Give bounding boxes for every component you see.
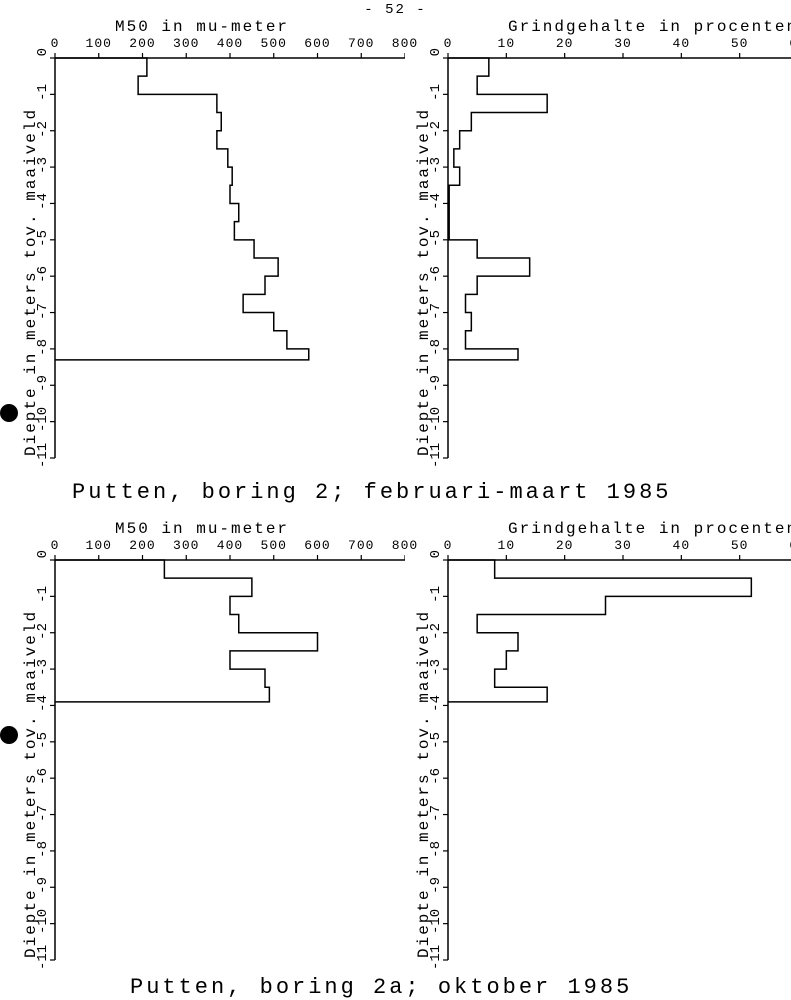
y-tick-label: -7 — [35, 805, 51, 825]
y-tick-label: -8 — [35, 841, 51, 861]
chart-svg — [403, 18, 791, 463]
x-tick-label: 20 — [556, 538, 574, 553]
x-tick-label: 600 — [304, 538, 330, 553]
x-tick-label: 100 — [86, 538, 112, 553]
y-tick-label: -3 — [35, 157, 51, 177]
chart-svg — [403, 520, 791, 965]
y-tick-label: -10 — [35, 914, 51, 934]
y-tick-label: -1 — [35, 586, 51, 606]
y-tick-label: -5 — [428, 230, 444, 250]
chart-grind-boring2: Grindgehalte in procentenDiepte in meter… — [403, 18, 791, 463]
y-tick-label: -3 — [428, 659, 444, 679]
caption-boring2a: Putten, boring 2a; oktober 1985 — [130, 975, 632, 1000]
y-tick-label: -7 — [35, 303, 51, 323]
x-tick-label: 0 — [51, 36, 60, 51]
x-tick-label: 400 — [217, 36, 243, 51]
y-tick-label: -4 — [35, 695, 51, 715]
y-tick-label: -11 — [428, 448, 444, 468]
y-tick-label: -11 — [35, 950, 51, 970]
x-tick-label: 50 — [731, 538, 749, 553]
y-tick-label: 0 — [35, 48, 51, 68]
chart-svg — [10, 18, 405, 463]
x-tick-label: 10 — [498, 538, 516, 553]
x-tick-label: 500 — [261, 36, 287, 51]
x-tick-label: 10 — [498, 36, 516, 51]
y-tick-label: -6 — [428, 768, 444, 788]
x-tick-label: 30 — [614, 538, 632, 553]
page: - 52 - M50 in mu-meterDiepte in meters t… — [0, 0, 791, 998]
y-tick-label: -11 — [428, 950, 444, 970]
x-tick-label: 400 — [217, 538, 243, 553]
y-tick-label: -4 — [35, 193, 51, 213]
punch-hole-icon — [0, 404, 18, 422]
y-tick-label: -1 — [428, 586, 444, 606]
y-tick-label: -9 — [35, 375, 51, 395]
x-tick-label: 100 — [86, 36, 112, 51]
y-tick-label: -2 — [35, 623, 51, 643]
y-tick-label: -5 — [35, 230, 51, 250]
chart-m50-boring2a: M50 in mu-meterDiepte in meters tov. maa… — [10, 520, 398, 965]
y-tick-label: -8 — [428, 841, 444, 861]
chart-svg — [10, 520, 405, 965]
x-tick-label: 700 — [348, 538, 374, 553]
y-tick-label: -9 — [35, 877, 51, 897]
y-tick-label: -6 — [35, 266, 51, 286]
x-tick-label: 50 — [731, 36, 749, 51]
y-tick-label: 0 — [428, 48, 444, 68]
x-tick-label: 200 — [129, 538, 155, 553]
chart-m50-boring2: M50 in mu-meterDiepte in meters tov. maa… — [10, 18, 398, 463]
y-tick-label: -7 — [428, 303, 444, 323]
x-tick-label: 300 — [173, 36, 199, 51]
chart-grind-boring2a: Grindgehalte in procentenDiepte in meter… — [403, 520, 791, 965]
y-tick-label: -9 — [428, 375, 444, 395]
y-tick-label: 0 — [428, 550, 444, 570]
step-profile-line — [448, 58, 547, 360]
y-tick-label: -10 — [35, 412, 51, 432]
x-tick-label: 40 — [673, 36, 691, 51]
x-tick-label: 0 — [444, 36, 453, 51]
x-tick-label: 200 — [129, 36, 155, 51]
y-tick-label: -2 — [428, 121, 444, 141]
step-profile-line — [55, 58, 309, 360]
y-tick-label: -11 — [35, 448, 51, 468]
x-tick-label: 600 — [304, 36, 330, 51]
y-tick-label: -6 — [35, 768, 51, 788]
y-tick-label: 0 — [35, 550, 51, 570]
y-tick-label: -1 — [35, 84, 51, 104]
y-tick-label: -7 — [428, 805, 444, 825]
y-tick-label: -10 — [428, 412, 444, 432]
chart-row-2: M50 in mu-meterDiepte in meters tov. maa… — [0, 520, 791, 965]
x-tick-label: 0 — [444, 538, 453, 553]
x-tick-label: 20 — [556, 36, 574, 51]
y-tick-label: -8 — [428, 339, 444, 359]
step-profile-line — [55, 560, 318, 702]
y-tick-label: -1 — [428, 84, 444, 104]
chart-row-1: M50 in mu-meterDiepte in meters tov. maa… — [0, 18, 791, 463]
step-profile-line — [448, 560, 751, 702]
x-tick-label: 0 — [51, 538, 60, 553]
x-tick-label: 500 — [261, 538, 287, 553]
x-tick-label: 40 — [673, 538, 691, 553]
y-tick-label: -5 — [35, 732, 51, 752]
y-tick-label: -4 — [428, 193, 444, 213]
x-tick-label: 30 — [614, 36, 632, 51]
y-tick-label: -3 — [35, 659, 51, 679]
y-tick-label: -10 — [428, 914, 444, 934]
y-tick-label: -6 — [428, 266, 444, 286]
y-tick-label: -5 — [428, 732, 444, 752]
y-tick-label: -8 — [35, 339, 51, 359]
y-tick-label: -3 — [428, 157, 444, 177]
y-tick-label: -2 — [35, 121, 51, 141]
y-tick-label: -4 — [428, 695, 444, 715]
y-tick-label: -2 — [428, 623, 444, 643]
x-tick-label: 700 — [348, 36, 374, 51]
page-number: - 52 - — [364, 2, 426, 18]
y-tick-label: -9 — [428, 877, 444, 897]
caption-boring2: Putten, boring 2; februari-maart 1985 — [72, 480, 671, 505]
x-tick-label: 300 — [173, 538, 199, 553]
